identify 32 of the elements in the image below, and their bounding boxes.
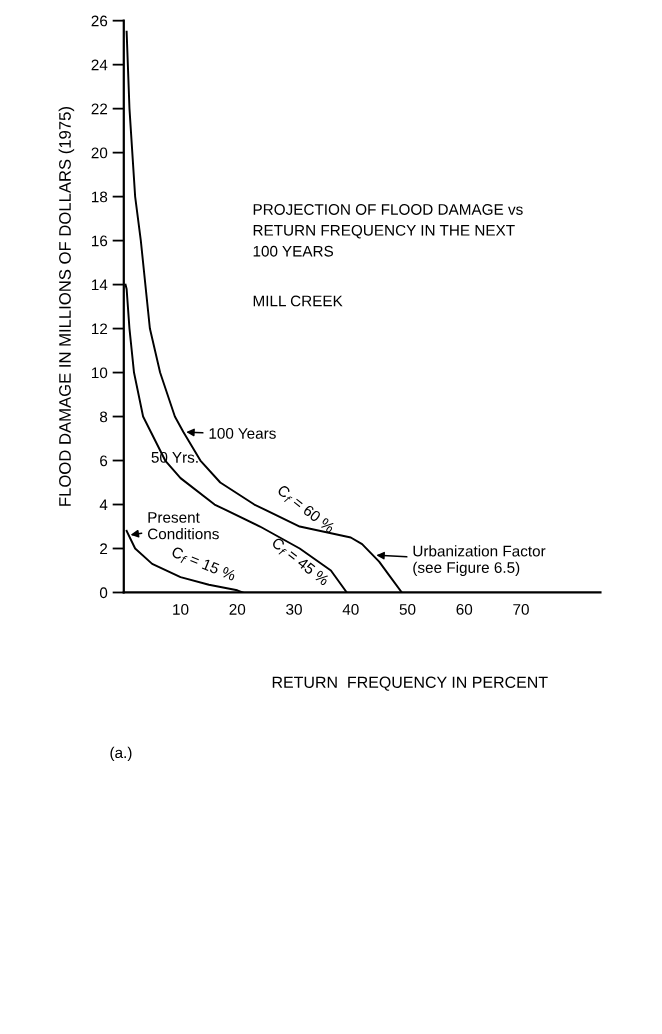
x-tick-label: 70 bbox=[513, 604, 529, 615]
y-tick-label: 20 bbox=[91, 147, 108, 159]
y-tick-label: 6 bbox=[100, 455, 108, 467]
y-tick-label: 18 bbox=[91, 191, 108, 203]
y-tick-label: 26 bbox=[91, 15, 108, 27]
y-tick-label: 22 bbox=[91, 103, 108, 115]
y-tick-label: 12 bbox=[91, 323, 108, 335]
y-tick-label: 24 bbox=[91, 59, 108, 71]
x-tick-label: 30 bbox=[286, 604, 302, 615]
x-tick-label: 10 bbox=[173, 604, 189, 615]
x-tick-label: 60 bbox=[456, 604, 473, 615]
y-tick-label: 0 bbox=[99, 587, 108, 599]
annotation: C$_{f}$ = 45 % bbox=[269, 536, 331, 588]
text: (a.) bbox=[110, 746, 132, 762]
y-tick-label: 16 bbox=[91, 235, 108, 247]
annotation: MILL CREEK bbox=[253, 295, 343, 307]
annotation: Urbanization Factor (see Figure 6.5) bbox=[413, 545, 546, 576]
annotation: C$_{f}$ = 15 % bbox=[170, 546, 237, 584]
x-tick-label: 50 bbox=[399, 604, 416, 615]
x-tick-label: 20 bbox=[229, 604, 246, 615]
x-axis-title: RETURN FREQUENCY IN PERCENT bbox=[272, 676, 548, 691]
annotation: 100 Years bbox=[209, 428, 276, 439]
y-axis-title: FLOOD DAMAGE IN MILLIONS OF DOLLARS (1975) bbox=[58, 107, 75, 506]
y-tick-label: 10 bbox=[91, 367, 108, 379]
y-tick-label: 2 bbox=[100, 543, 108, 555]
annotation: PROJECTION OF FLOOD DAMAGE vs RETURN FREQUENCY IN THE NEXT 100 YEARS bbox=[253, 204, 523, 257]
annotation: Present Conditions bbox=[147, 512, 219, 540]
y-tick-label: 14 bbox=[91, 279, 108, 291]
y-tick-label: 4 bbox=[99, 499, 108, 511]
x-tick-label: 40 bbox=[342, 604, 359, 615]
y-tick-label: 8 bbox=[99, 411, 108, 423]
annotation: C$_{f}$ = 60 % bbox=[275, 484, 336, 536]
